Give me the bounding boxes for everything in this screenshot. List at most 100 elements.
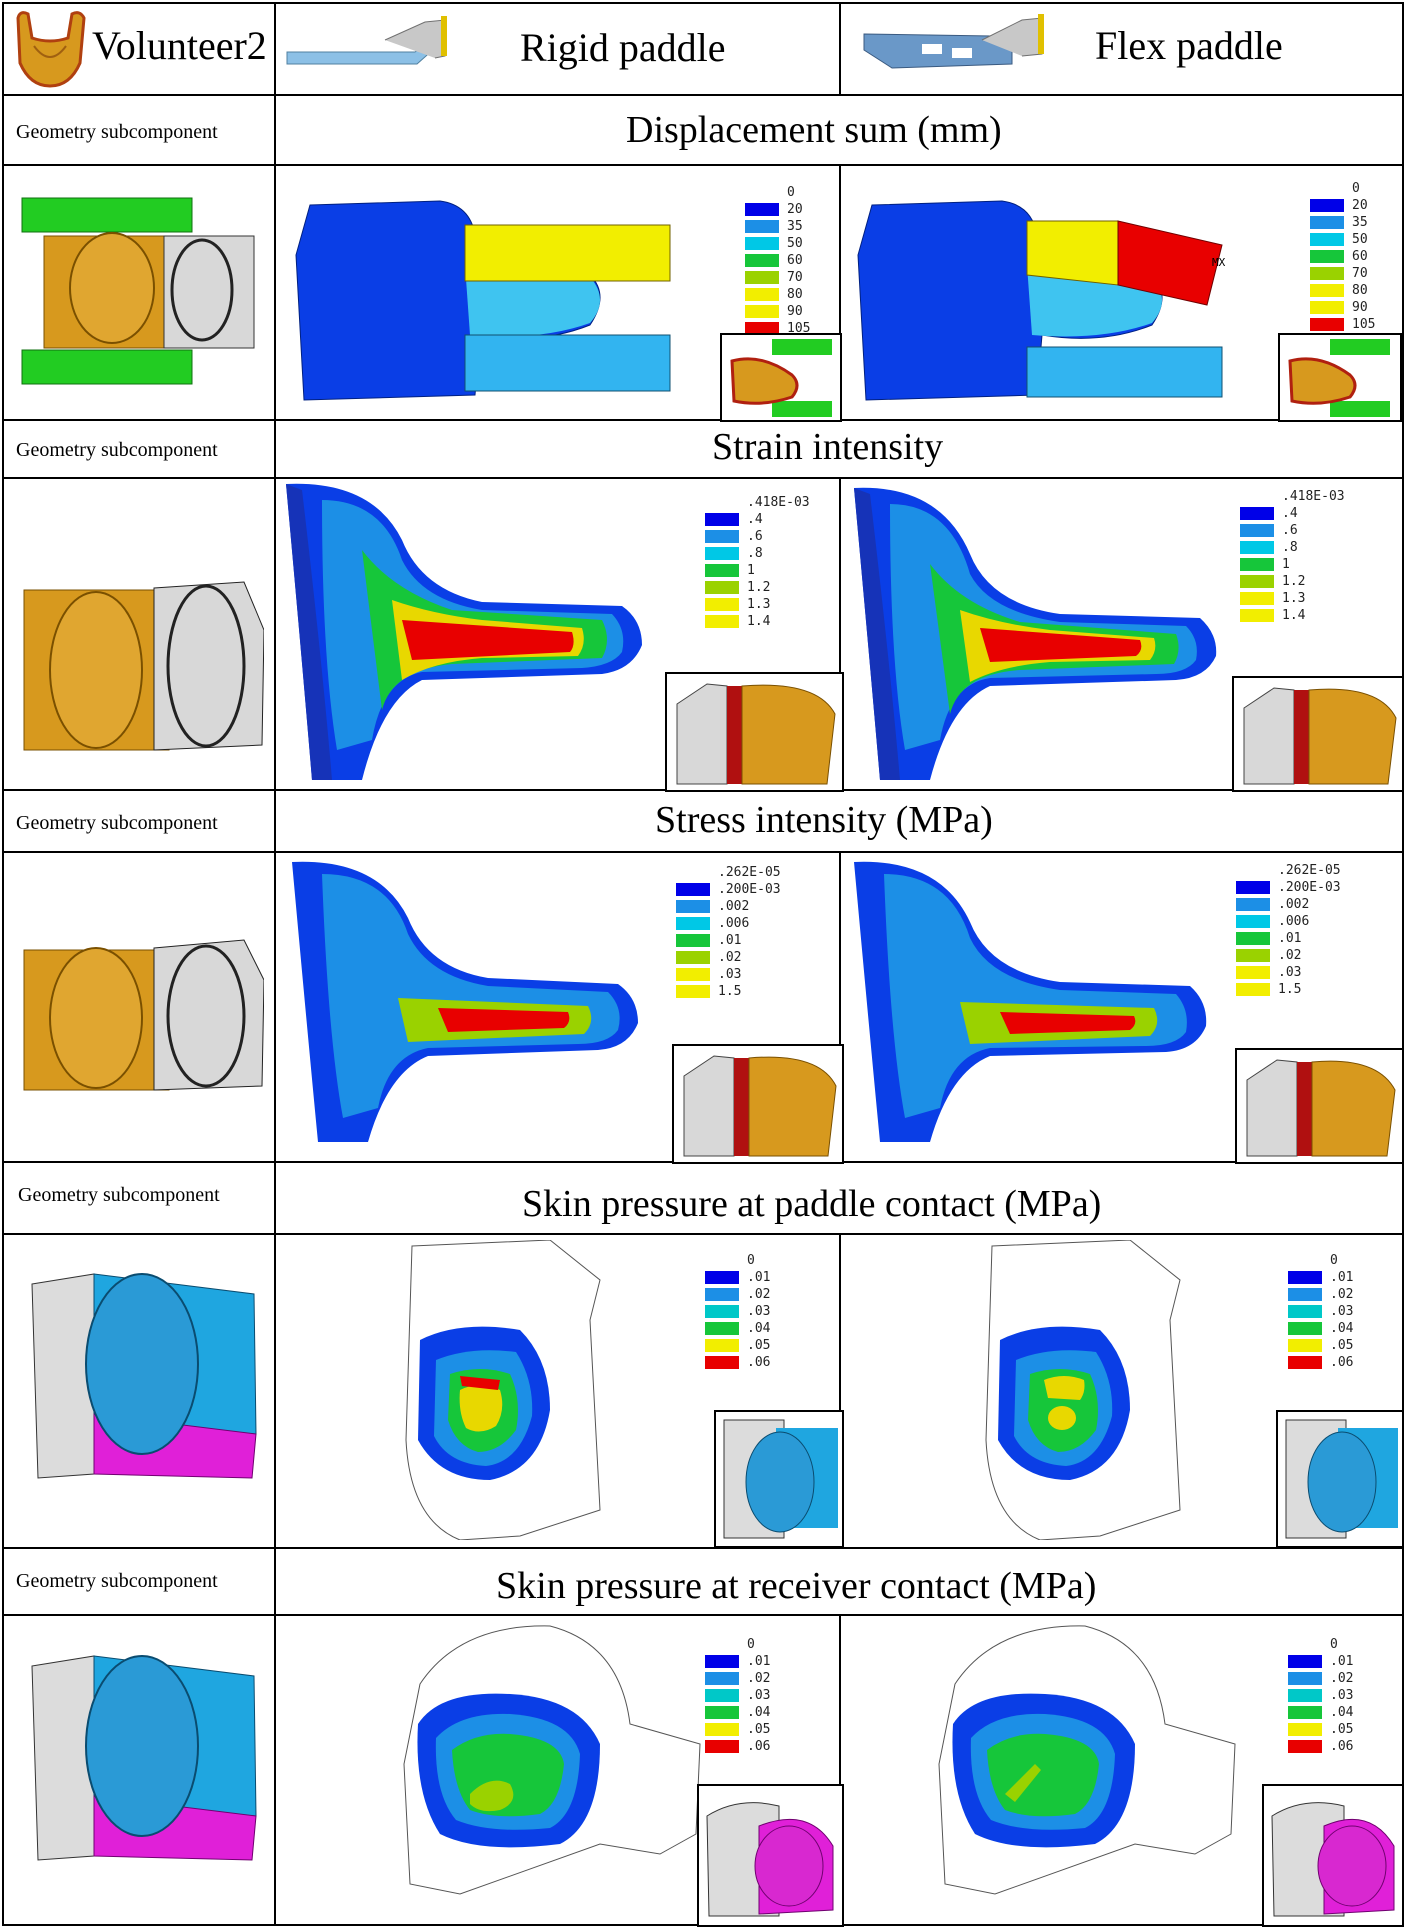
legend-label: 20 [1352, 198, 1368, 213]
legend-swatch [705, 1271, 739, 1284]
legend-label: 60 [787, 253, 803, 268]
legend-entry: .02 [676, 949, 781, 966]
legend-entry: .6 [705, 528, 810, 545]
legend-entry: .03 [705, 1303, 770, 1320]
legend-entry: .05 [1288, 1721, 1353, 1738]
rigid-strain-inset [665, 672, 844, 792]
legend-label: .05 [747, 1338, 771, 1353]
legend-rows: .01 .02 .03 .04 .05 .06 [1288, 1269, 1353, 1371]
rigid-displacement-plot [295, 200, 671, 401]
flex-stress-plot [854, 861, 1207, 1142]
stress-legend-flex: .262E-05 .200E-03.002.006.01.02.03 1.5 [1236, 862, 1341, 998]
legend-swatch [745, 220, 779, 233]
legend-label: 50 [787, 236, 803, 251]
pressure-legend-rigid-receiver: 0 .01.02.03.04.05.06 [705, 1636, 770, 1755]
legend-entry: 1 [1240, 556, 1345, 573]
legend-label: .01 [1330, 1270, 1354, 1285]
legend-entry: 1.4 [705, 613, 810, 630]
volunteer-breast-icon [16, 11, 86, 88]
legend-entry: .04 [705, 1320, 770, 1337]
legend-entry: .8 [705, 545, 810, 562]
row2-title: Strain intensity [712, 426, 944, 468]
legend-entry: .02 [705, 1670, 770, 1687]
legend-entry: .06 [1288, 1354, 1353, 1371]
legend-entry: .03 [676, 966, 781, 983]
legend-entry: .06 [1288, 1738, 1353, 1755]
legend-swatch [705, 530, 739, 543]
legend-label: 1.4 [1282, 608, 1306, 623]
legend-label: .02 [1330, 1287, 1354, 1302]
rigid-paddle-pressure-inset [714, 1410, 844, 1548]
legend-label: 80 [787, 287, 803, 302]
legend-entry: 70 [745, 269, 810, 286]
geometry-skin-paddle [31, 1273, 257, 1479]
legend-entry: .01 [705, 1653, 770, 1670]
legend-label: 90 [787, 304, 803, 319]
legend-swatch [705, 1339, 739, 1352]
legend-entry: 1.5 [1236, 981, 1341, 998]
legend-label: 20 [787, 202, 803, 217]
legend-entry: .05 [705, 1337, 770, 1354]
legend-swatch [705, 1288, 739, 1301]
legend-entry: 60 [745, 252, 810, 269]
legend-swatch [676, 934, 710, 947]
legend-swatch [1310, 216, 1344, 229]
volunteer-label: Volunteer2 [92, 23, 267, 68]
legend-label: .200E-03 [1278, 880, 1341, 895]
row3-left-label: Geometry subcomponent [16, 812, 218, 834]
flex-paddle-pressure-plot [985, 1240, 1181, 1540]
legend-swatch [1236, 966, 1270, 979]
legend-swatch [1310, 233, 1344, 246]
legend-swatch [705, 1706, 739, 1719]
row4-left-label: Geometry subcomponent [18, 1184, 220, 1206]
flex-strain-plot [854, 487, 1217, 780]
legend-rows: .01 .02 .03 .04 .05 .06 [705, 1653, 770, 1755]
geometry-breast-mesh-1 [23, 581, 264, 751]
legend-entry: .002 [1236, 896, 1341, 913]
legend-label: .02 [747, 1287, 771, 1302]
legend-swatch [745, 254, 779, 267]
legend-label: .02 [747, 1671, 771, 1686]
row2-left-label: Geometry subcomponent [16, 439, 218, 461]
legend-label: .6 [1282, 523, 1298, 538]
legend-label: .01 [747, 1654, 771, 1669]
legend-swatch [1240, 558, 1274, 571]
rigid-receiver-pressure-plot [403, 1625, 701, 1895]
legend-swatch [1240, 575, 1274, 588]
legend-label: 1.3 [747, 597, 771, 612]
legend-swatch [1310, 301, 1344, 314]
legend-entry: 80 [1310, 282, 1375, 299]
row1-title: Displacement sum (mm) [626, 109, 1002, 151]
legend-label: .02 [718, 950, 742, 965]
legend-label: .05 [1330, 1338, 1354, 1353]
pressure-legend-flex-paddle: 0 .01.02.03.04.05.06 [1288, 1252, 1353, 1371]
flex-receiver-pressure-inset [1262, 1784, 1404, 1927]
row1-left-label: Geometry subcomponent [16, 121, 218, 143]
legend-rows: .01 .02 .03 .04 .05 .06 [1288, 1653, 1353, 1755]
legend-label: .06 [747, 1355, 771, 1370]
legend-label: .01 [1330, 1654, 1354, 1669]
legend-swatch [705, 1305, 739, 1318]
legend-entry: .03 [705, 1687, 770, 1704]
legend-entry: .8 [1240, 539, 1345, 556]
pressure-legend-flex-receiver: 0 .01.02.03.04.05.06 [1288, 1636, 1353, 1755]
legend-swatch [676, 968, 710, 981]
legend-swatch [676, 985, 710, 998]
legend-entry: .200E-03 [676, 881, 781, 898]
legend-swatch [1240, 541, 1274, 554]
legend-label: .6 [747, 529, 763, 544]
legend-rows: .4 .6 .8 1 1.2 1.3 1.4 [1240, 505, 1345, 624]
flex-strain-inset [1232, 676, 1404, 792]
legend-swatch [745, 322, 779, 335]
displacement-legend-flex: 0 20 35 50 60 70 80 90 105 [1310, 180, 1375, 333]
legend-swatch [745, 271, 779, 284]
legend-swatch [705, 581, 739, 594]
legend-label: .05 [1330, 1722, 1354, 1737]
legend-rows: 20 35 50 60 70 80 90 105 [1310, 197, 1375, 333]
legend-swatch [676, 917, 710, 930]
legend-label: .03 [747, 1304, 771, 1319]
legend-label: 1.4 [747, 614, 771, 629]
legend-label: 1.2 [747, 580, 771, 595]
row5-left-label: Geometry subcomponent [16, 1570, 218, 1592]
legend-entry: .02 [705, 1286, 770, 1303]
